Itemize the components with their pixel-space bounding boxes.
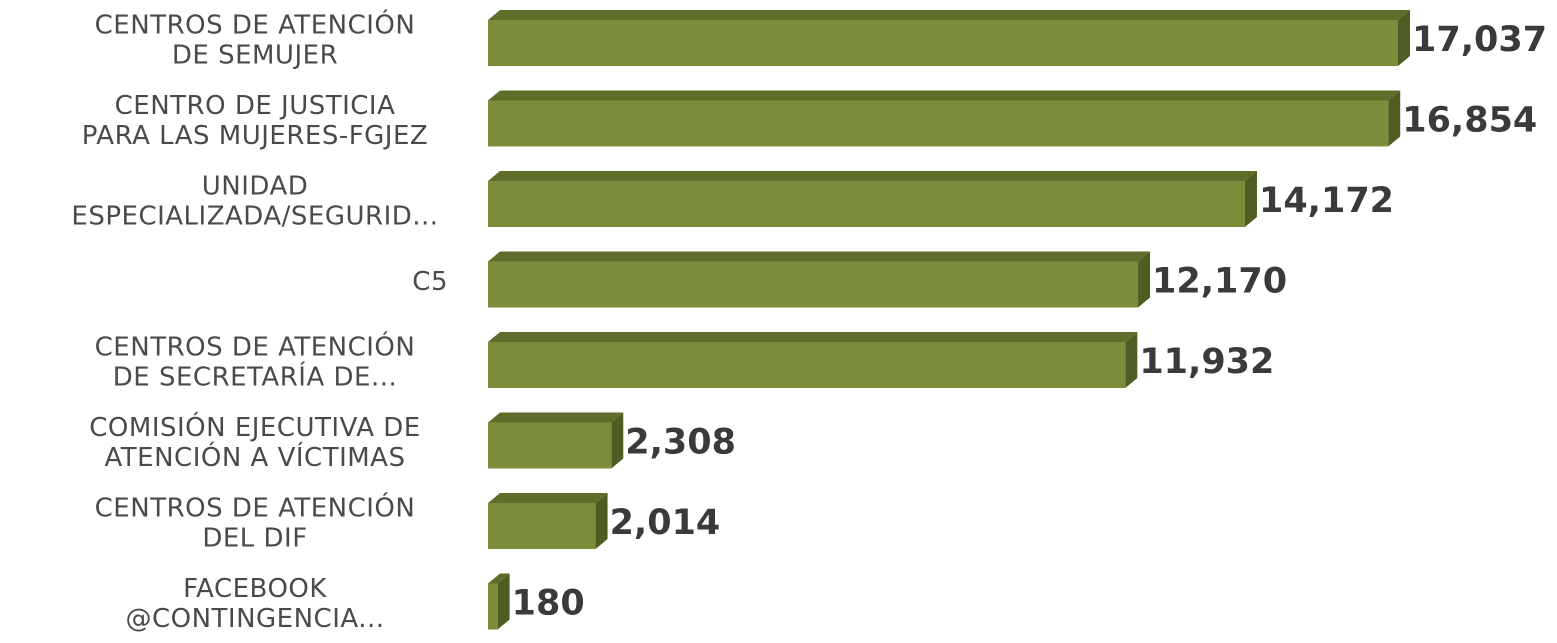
value-label: 2,014: [610, 503, 721, 543]
bar: [488, 573, 510, 630]
bar-front-face: [488, 503, 596, 549]
bar-top-face: [488, 332, 1138, 342]
category-label: DE SECRETARÍA DE...: [113, 361, 397, 393]
value-label: 11,932: [1139, 342, 1274, 382]
bar-top-face: [488, 493, 608, 503]
bar-front-face: [488, 100, 1389, 147]
bar: [488, 332, 1138, 388]
bar: [488, 10, 1410, 66]
bar-side-face: [1398, 10, 1410, 66]
bar-top-face: [488, 412, 624, 423]
value-label: 2,308: [625, 423, 736, 463]
value-label: 17,037: [1412, 20, 1547, 60]
bar-side-face: [1138, 251, 1151, 308]
bar: [488, 251, 1151, 308]
bar-top-face: [488, 573, 510, 584]
bar-front-face: [488, 583, 498, 630]
category-label: DEL DIF: [202, 524, 307, 554]
bar-top-face: [488, 90, 1401, 101]
category-label: UNIDAD: [202, 172, 309, 202]
category-label: COMISIÓN EJECUTIVA DE: [89, 411, 420, 443]
category-label: PARA LAS MUJERES-FGJEZ: [82, 121, 428, 151]
bar-front-face: [488, 20, 1398, 66]
bar-side-face: [1388, 90, 1401, 147]
bar: [488, 90, 1401, 147]
bar-front-face: [488, 342, 1126, 388]
category-label: @CONTINGENCIA...: [125, 604, 384, 634]
value-label: 16,854: [1402, 101, 1537, 141]
bar-front-face: [488, 261, 1139, 308]
bar-side-face: [1244, 171, 1257, 227]
bar-side-face: [1125, 332, 1138, 388]
category-label: CENTROS DE ATENCIÓN: [95, 331, 416, 363]
bar-front-face: [488, 422, 612, 469]
bar-top-face: [488, 251, 1151, 262]
bar: [488, 493, 608, 549]
category-label: CENTROS DE ATENCIÓN: [95, 492, 416, 524]
category-label: ESPECIALIZADA/SEGURID...: [71, 202, 438, 232]
value-label: 14,172: [1259, 181, 1394, 221]
bar-side-face: [497, 573, 510, 630]
value-label: 12,170: [1152, 262, 1287, 302]
category-label: CENTRO DE JUSTICIA: [115, 91, 396, 121]
bar-front-face: [488, 181, 1245, 227]
bars-group: [488, 10, 1410, 630]
category-label: FACEBOOK: [183, 574, 327, 604]
category-label: CENTROS DE ATENCIÓN: [95, 9, 416, 41]
value-label: 180: [512, 584, 585, 624]
bar: [488, 171, 1257, 227]
bar-top-face: [488, 10, 1410, 20]
bar: [488, 412, 624, 469]
bar-side-face: [595, 493, 608, 549]
bar-top-face: [488, 171, 1257, 181]
category-label: DE SEMUJER: [172, 41, 338, 71]
bar-side-face: [611, 412, 624, 469]
category-label: C5: [412, 267, 448, 297]
category-label: ATENCIÓN A VÍCTIMAS: [105, 441, 406, 473]
